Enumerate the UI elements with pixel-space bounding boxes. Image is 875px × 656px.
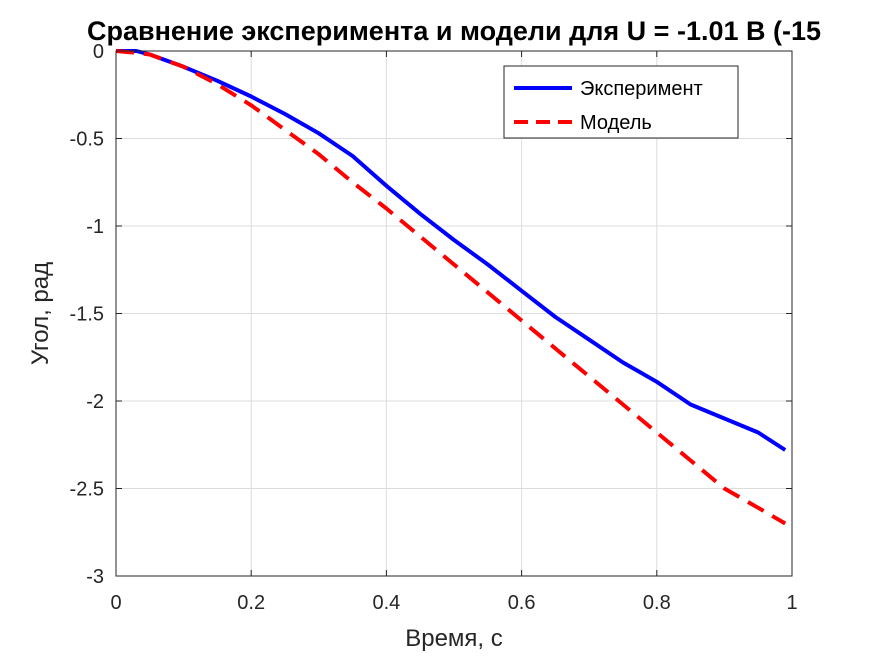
x-tick-label: 1: [786, 592, 797, 614]
chart-title: Сравнение эксперимента и модели для U = …: [87, 16, 821, 46]
legend-box: [503, 65, 739, 139]
x-axis-label: Время, с: [405, 625, 503, 652]
y-tick-label: -2: [86, 391, 104, 413]
series-layer: [115, 49, 787, 526]
series-line-model: [115, 49, 787, 526]
y-tick-label: 0: [93, 41, 104, 63]
x-axis-ticks: 0 0.2 0.4 0.6 0.8 1: [110, 51, 798, 614]
y-tick-label: -0.5: [70, 129, 104, 151]
y-axis-label: Угол, рад: [27, 262, 54, 365]
y-tick-label: -1: [86, 216, 104, 238]
x-tick-label: 0.2: [237, 592, 265, 614]
y-tick-label: -2.5: [70, 479, 104, 501]
legend-label-experiment: Эксперимент: [580, 78, 703, 100]
y-tick-label: -3: [86, 566, 104, 588]
legend: Эксперимент Модель: [503, 65, 739, 139]
x-tick-label: 0.8: [643, 592, 671, 614]
x-tick-label: 0: [110, 592, 121, 614]
y-axis-ticks: 0 -0.5 -1 -1.5 -2 -2.5 -3: [70, 41, 792, 588]
x-tick-label: 0.6: [508, 592, 536, 614]
y-tick-label: -1.5: [70, 304, 104, 326]
x-tick-label: 0.4: [372, 592, 400, 614]
legend-label-model: Модель: [580, 112, 652, 134]
